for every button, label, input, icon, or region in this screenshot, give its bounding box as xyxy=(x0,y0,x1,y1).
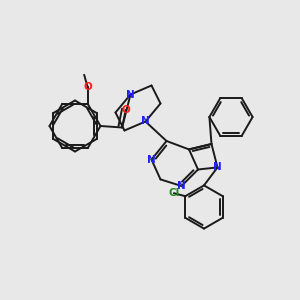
Text: O: O xyxy=(121,105,130,115)
Text: N: N xyxy=(147,154,156,165)
Text: N: N xyxy=(213,162,222,172)
Text: O: O xyxy=(83,82,92,92)
Text: Cl: Cl xyxy=(168,188,179,198)
Text: N: N xyxy=(126,89,135,100)
Text: N: N xyxy=(141,116,150,127)
Text: N: N xyxy=(177,181,186,191)
